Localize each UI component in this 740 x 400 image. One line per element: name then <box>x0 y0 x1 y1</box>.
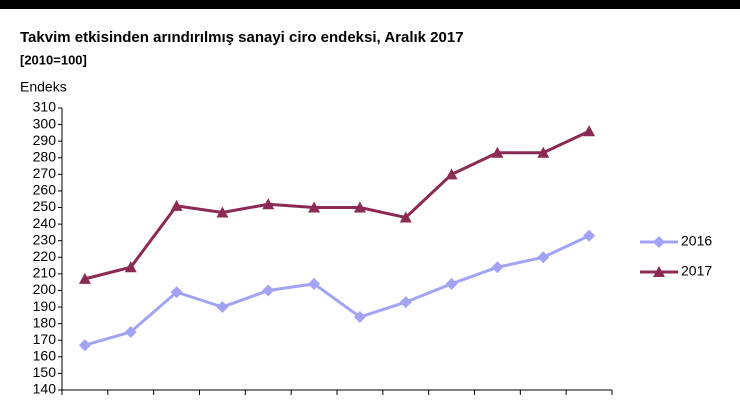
marker <box>78 272 91 284</box>
y-tick-label: 140 <box>33 381 57 397</box>
marker <box>216 206 229 218</box>
y-tick-label: 170 <box>33 331 57 347</box>
y-tick-label: 250 <box>33 198 57 214</box>
y-tick-label: 200 <box>33 281 57 297</box>
marker <box>583 229 596 242</box>
series-line <box>84 129 590 281</box>
legend-label: 2017 <box>681 263 712 279</box>
marker <box>170 199 183 211</box>
y-axis-label: Endeks <box>20 79 67 95</box>
marker <box>491 261 504 274</box>
y-tick-label: 270 <box>33 165 57 181</box>
marker <box>399 296 412 309</box>
marker <box>653 266 665 277</box>
series-line <box>84 234 590 347</box>
marker <box>78 339 91 352</box>
marker <box>353 201 366 213</box>
y-tick-label: 240 <box>33 215 57 231</box>
y-tick-label: 210 <box>33 265 57 281</box>
y-tick-label: 230 <box>33 231 57 247</box>
marker <box>124 325 137 338</box>
legend-label: 2016 <box>681 233 712 249</box>
y-tick-label: 310 <box>33 99 57 115</box>
marker <box>537 251 550 264</box>
marker <box>491 146 504 158</box>
marker <box>308 201 321 213</box>
marker <box>653 236 665 248</box>
y-tick-label: 190 <box>33 298 57 314</box>
marker <box>583 125 596 137</box>
chart-title: Takvim etkisinden arındırılmış sanayi ci… <box>20 29 464 46</box>
marker <box>124 261 137 273</box>
y-tick-label: 160 <box>33 348 57 364</box>
marker <box>399 211 412 223</box>
marker <box>216 301 229 314</box>
marker <box>537 146 550 158</box>
y-tick-label: 180 <box>33 314 57 330</box>
marker <box>262 284 275 297</box>
y-tick-label: 280 <box>33 148 57 164</box>
y-tick-label: 300 <box>33 115 57 131</box>
y-tick-label: 150 <box>33 364 57 380</box>
marker <box>262 198 275 210</box>
marker <box>445 168 458 180</box>
marker <box>353 311 366 324</box>
y-tick-label: 290 <box>33 132 57 148</box>
y-tick-label: 220 <box>33 248 57 264</box>
marker <box>308 277 321 290</box>
y-tick-label: 260 <box>33 182 57 198</box>
marker <box>170 286 183 299</box>
top-bar <box>0 0 740 9</box>
chart-subtitle: [2010=100] <box>20 52 87 67</box>
marker <box>445 277 458 290</box>
